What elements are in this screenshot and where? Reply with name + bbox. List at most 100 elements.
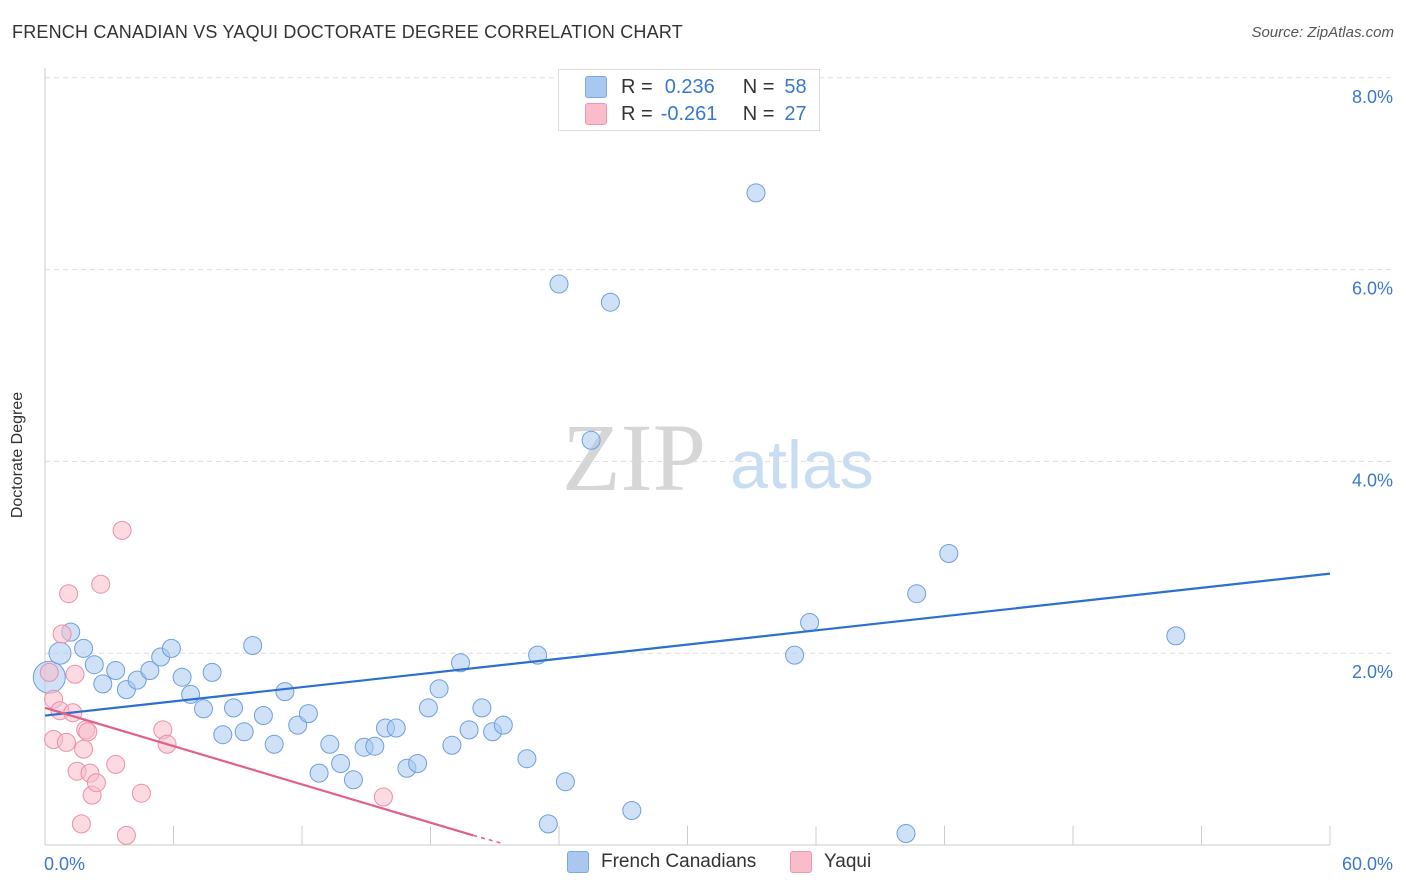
watermark-zip: ZIP — [562, 404, 706, 511]
yaqui-trend-extension — [473, 834, 502, 844]
legend-n-label: N = — [742, 75, 775, 98]
french-canadians-point — [264, 734, 284, 754]
yaqui-point — [78, 722, 98, 742]
yaqui-point — [131, 783, 151, 803]
legend-swatch-pink — [585, 103, 607, 125]
y-tick-label: 6.0% — [1352, 279, 1393, 299]
french-canadians-point — [74, 638, 94, 658]
legend-item-french-canadians: French Canadians — [567, 851, 756, 873]
source-label: Source: ZipAtlas.com — [1251, 24, 1394, 41]
data-points — [32, 183, 1186, 845]
french-canadians-point — [93, 674, 113, 694]
french-canadians-point — [84, 655, 104, 675]
french-canadians-point — [224, 698, 243, 718]
french-canadians-point — [442, 735, 462, 755]
french-canadians-point — [581, 430, 601, 450]
legend-swatch-blue — [585, 76, 607, 98]
french-canadians-point — [451, 653, 470, 673]
y-tick-label: 4.0% — [1352, 470, 1393, 490]
french-canadians-point — [343, 770, 363, 790]
yaqui-point — [112, 520, 132, 540]
french-canadians-point — [896, 824, 916, 843]
french-canadians-point — [243, 636, 263, 655]
legend-r-value: 0.236 — [664, 75, 715, 98]
yaqui-point — [52, 624, 72, 644]
french-canadians-point — [1166, 626, 1186, 646]
french-canadians-point — [907, 584, 927, 604]
french-canadians-point — [549, 274, 569, 294]
yaqui-point — [65, 664, 85, 684]
french-canadians-point — [253, 706, 273, 725]
french-canadians-point — [800, 613, 820, 632]
french-canadians-point — [194, 699, 213, 719]
legend-label: Yaqui — [824, 851, 872, 872]
french-canadians-point — [275, 682, 295, 702]
y-tick-label: 8.0% — [1352, 87, 1393, 107]
yaqui-trend-line — [44, 706, 474, 837]
french-canadians-trend-line — [44, 572, 1331, 717]
trend-lines — [44, 572, 1331, 844]
french-canadians-point — [538, 814, 558, 834]
french-canadians-point — [213, 725, 233, 745]
french-canadians-point — [600, 292, 620, 312]
legend-swatch-pink — [790, 851, 812, 873]
legend-r-value: -0.261 — [660, 102, 718, 125]
legend-item-yaqui: Yaqui — [790, 851, 871, 873]
french-canadians-point — [939, 544, 959, 563]
french-canadians-point — [746, 183, 766, 203]
french-canadians-point — [331, 754, 351, 773]
series-legend: French Canadians Yaqui — [0, 851, 1406, 877]
yaqui-point — [373, 787, 393, 807]
french-canadians-point — [493, 715, 513, 735]
chart-title: FRENCH CANADIAN VS YAQUI DOCTORATE DEGRE… — [12, 22, 683, 42]
yaqui-point — [91, 574, 111, 594]
x-tick-label: 0.0% — [44, 854, 85, 874]
yaqui-point — [71, 814, 91, 834]
french-canadians-point — [386, 718, 406, 738]
yaqui-point — [56, 732, 76, 752]
watermark: ZIP atlas — [562, 404, 874, 511]
legend-swatch-blue — [567, 851, 589, 873]
correlation-legend: R = 0.236 N = 58 R = -0.261 N = 27 — [558, 69, 820, 131]
yaqui-point — [116, 825, 136, 845]
french-canadians-point — [106, 661, 126, 680]
french-canadians-point — [202, 662, 222, 682]
french-canadians-point — [472, 698, 492, 718]
french-canadians-point — [234, 722, 254, 742]
y-tick-label: 2.0% — [1352, 662, 1393, 682]
french-canadians-point — [555, 772, 575, 792]
french-canadians-point — [418, 698, 438, 718]
french-canadians-point — [622, 801, 642, 820]
legend-label: French Canadians — [601, 851, 757, 872]
legend-n-label: N = — [742, 102, 775, 125]
french-canadians-point — [298, 704, 318, 724]
french-canadians-point — [48, 641, 72, 665]
legend-n-value: 27 — [784, 102, 807, 125]
yaqui-point — [74, 739, 94, 759]
legend-r-label: R = — [621, 102, 653, 125]
watermark-atlas: atlas — [730, 427, 874, 503]
legend-row-french-canadians: R = 0.236 N = 58 — [585, 74, 807, 100]
french-canadians-point — [408, 754, 428, 773]
french-canadians-point — [172, 667, 192, 687]
yaqui-point — [106, 754, 126, 774]
french-canadians-point — [517, 749, 537, 769]
french-canadians-point — [459, 720, 479, 740]
french-canadians-point — [785, 645, 805, 665]
french-canadians-point — [309, 763, 329, 783]
yaqui-point — [59, 584, 79, 604]
french-canadians-point — [320, 734, 340, 754]
legend-n-value: 58 — [784, 75, 807, 98]
gridlines — [45, 77, 1392, 654]
french-canadians-point — [161, 638, 181, 658]
french-canadians-point — [365, 736, 385, 756]
yaqui-point — [39, 662, 59, 682]
tick-labels: 2.0% 4.0% 6.0% 8.0% 0.0% 60.0% — [44, 87, 1393, 874]
yaqui-point — [86, 773, 106, 793]
french-canadians-point — [127, 670, 147, 690]
x-tick-label: 60.0% — [1342, 854, 1393, 874]
legend-r-label: R = — [621, 75, 653, 98]
french-canadians-point — [140, 661, 160, 680]
legend-row-yaqui: R = -0.261 N = 27 — [585, 101, 807, 127]
